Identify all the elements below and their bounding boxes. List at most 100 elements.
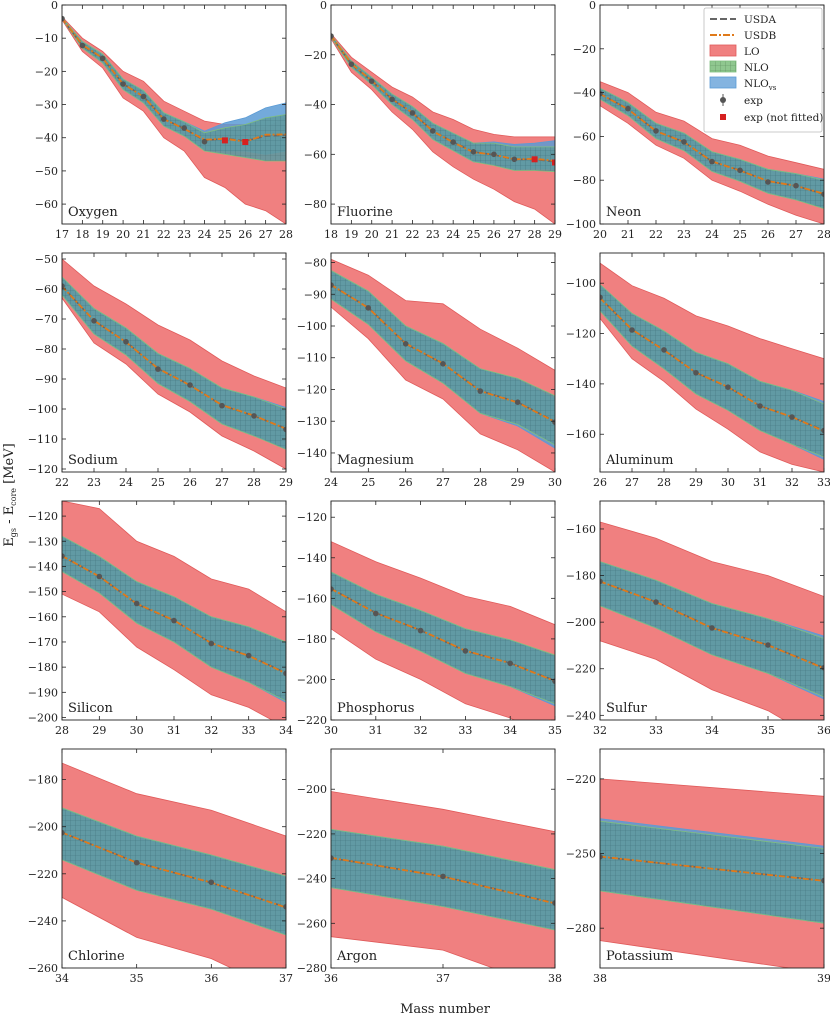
sodium-ytick-label--70: −70 bbox=[35, 313, 58, 326]
aluminum-exp-point-3 bbox=[693, 370, 699, 376]
oxygen-xtick-label-27: 27 bbox=[259, 228, 273, 241]
sodium-ytick-label--60: −60 bbox=[35, 283, 58, 296]
fluorine-xtick-label-22: 22 bbox=[405, 228, 419, 241]
aluminum-xtick-label-26: 26 bbox=[593, 476, 607, 489]
phosphorus-ytick-label--140: −140 bbox=[297, 552, 327, 565]
silicon-exp-point-0 bbox=[62, 553, 65, 559]
fluorine-xtick-label-27: 27 bbox=[507, 228, 521, 241]
magnesium-plot-area bbox=[331, 258, 555, 472]
chlorine-xtick-label-36: 36 bbox=[204, 972, 218, 985]
chlorine-xtick-label-35: 35 bbox=[130, 972, 144, 985]
oxygen-xtick-label-25: 25 bbox=[218, 228, 232, 241]
oxygen-exp-point-7 bbox=[201, 138, 208, 145]
neon-nlo-band bbox=[600, 87, 824, 210]
sodium-xtick-label-23: 23 bbox=[87, 476, 101, 489]
oxygen-ytick-label--60: −60 bbox=[35, 198, 58, 211]
aluminum-exp-point-7 bbox=[821, 427, 824, 434]
chlorine-exp-point-3 bbox=[283, 904, 286, 910]
magnesium-ytick-label--100: −100 bbox=[297, 320, 327, 333]
oxygen-exp-not-fitted-point-1 bbox=[242, 139, 249, 145]
aluminum-xtick-label-27: 27 bbox=[625, 476, 639, 489]
fluorine-exp-not-fitted-point-1 bbox=[552, 159, 555, 166]
chlorine-exp-point-1 bbox=[133, 859, 140, 866]
phosphorus-exp-point-2 bbox=[417, 627, 424, 634]
oxygen-xtick-label-19: 19 bbox=[96, 228, 110, 241]
phosphorus-usda-line bbox=[331, 587, 555, 682]
magnesium-xtick-label-28: 28 bbox=[473, 476, 487, 489]
oxygen-usdb-line bbox=[62, 17, 286, 143]
magnesium-exp-point-5 bbox=[514, 399, 521, 406]
potassium-xtick-label-39: 39 bbox=[817, 972, 830, 985]
legend-nlovs-main: NLO bbox=[744, 78, 769, 90]
sodium-xtick-label-24: 24 bbox=[119, 476, 133, 489]
oxygen-xtick-label-22: 22 bbox=[157, 228, 171, 241]
silicon-xtick-label-34: 34 bbox=[279, 724, 293, 737]
magnesium-exp-point-3 bbox=[440, 361, 446, 367]
potassium-ytick-label--280: −280 bbox=[566, 922, 596, 935]
magnesium-exp-point-1 bbox=[365, 305, 372, 311]
sodium-exp-point-3 bbox=[155, 366, 161, 372]
legend-nlovs-sub: vs bbox=[768, 84, 777, 92]
argon-xtick-label-38: 38 bbox=[548, 972, 562, 985]
sodium-exp-point-2 bbox=[123, 339, 129, 345]
fluorine-ytick-label--60: −60 bbox=[304, 148, 327, 161]
oxygen-xtick-label-23: 23 bbox=[177, 228, 191, 241]
neon-xtick-label-22: 22 bbox=[649, 228, 663, 241]
neon-exp-point-3 bbox=[681, 139, 687, 145]
oxygen-xtick-label-21: 21 bbox=[136, 228, 150, 241]
phosphorus-exp-point-3 bbox=[462, 648, 469, 654]
sulfur-xtick-label-32: 32 bbox=[593, 724, 607, 737]
magnesium-exp-point-0 bbox=[331, 282, 334, 288]
silicon-ytick-label--190: −190 bbox=[28, 686, 58, 699]
argon-ytick-label--260: −260 bbox=[297, 917, 327, 930]
aluminum-usdb-line bbox=[600, 297, 824, 433]
phosphorus-xtick-label-33: 33 bbox=[458, 724, 472, 737]
phosphorus-ytick-label--120: −120 bbox=[297, 511, 327, 524]
magnesium-ytick-label--140: −140 bbox=[297, 447, 327, 460]
fluorine-exp-point-8 bbox=[491, 151, 497, 158]
aluminum-exp-point-1 bbox=[629, 327, 635, 333]
fluorine-exp-not-fitted-point-0 bbox=[531, 156, 538, 163]
fluorine-xtick-label-24: 24 bbox=[446, 228, 460, 241]
sodium-xtick-label-27: 27 bbox=[215, 476, 229, 489]
legend-nlovs-label: NLOvs bbox=[744, 78, 777, 92]
phosphorus-xtick-label-31: 31 bbox=[369, 724, 383, 737]
chlorine-ytick-label--180: −180 bbox=[28, 774, 58, 787]
aluminum-xtick-label-30: 30 bbox=[721, 476, 735, 489]
aluminum-xtick-label-29: 29 bbox=[689, 476, 703, 489]
panel-oxygen: 17 18 19 20 21 22 23 24 25 26 27 28 −60 −50 −40 −30 −20 −… bbox=[35, 0, 293, 241]
silicon-exp-point-5 bbox=[245, 652, 252, 659]
legend-lo-swatch bbox=[709, 44, 737, 57]
neon-ytick-label--80: −80 bbox=[573, 174, 596, 187]
aluminum-exp-point-5 bbox=[757, 403, 763, 409]
y-axis-title-main: E bbox=[2, 537, 17, 547]
phosphorus-xtick-label-35: 35 bbox=[548, 724, 562, 737]
legend-exp-nf-label: exp (not fitted) bbox=[744, 112, 823, 124]
fluorine-xtick-label-21: 21 bbox=[385, 228, 399, 241]
silicon-xtick-label-32: 32 bbox=[204, 724, 218, 737]
argon-ytick-label--240: −240 bbox=[297, 873, 327, 886]
oxygen-exp-point-0 bbox=[62, 15, 65, 22]
neon-usdb-line bbox=[600, 93, 824, 195]
phosphorus-xtick-label-34: 34 bbox=[503, 724, 517, 737]
legend-nlo-swatch bbox=[709, 60, 737, 73]
silicon-exp-point-3 bbox=[171, 617, 177, 624]
magnesium-panel-label: Magnesium bbox=[337, 453, 414, 468]
argon-xtick-label-36: 36 bbox=[324, 972, 338, 985]
argon-exp-point-1 bbox=[440, 873, 446, 880]
sulfur-xtick-label-36: 36 bbox=[817, 724, 830, 737]
neon-xtick-label-21: 21 bbox=[621, 228, 635, 241]
panel-aluminum: 26 27 28 29 30 31 32 33 −160 −140 −120 −100 Aluminum bbox=[566, 252, 830, 489]
oxygen-exp-point-3 bbox=[120, 81, 126, 87]
oxygen-panel-label: Oxygen bbox=[68, 205, 118, 220]
oxygen-ytick-label--40: −40 bbox=[35, 132, 58, 145]
legend-exp-label: exp bbox=[744, 95, 763, 107]
oxygen-frame bbox=[61, 4, 287, 225]
fluorine-exp-point-7 bbox=[470, 149, 477, 155]
silicon-exp-point-2 bbox=[133, 600, 140, 607]
phosphorus-usdb-line bbox=[331, 588, 555, 682]
sodium-xtick-label-28: 28 bbox=[247, 476, 261, 489]
y-axis-title: Egs - Ecore [MeV] bbox=[2, 443, 18, 546]
neon-ytick-label--20: −20 bbox=[573, 43, 596, 56]
aluminum-ytick-label--100: −100 bbox=[566, 277, 596, 290]
